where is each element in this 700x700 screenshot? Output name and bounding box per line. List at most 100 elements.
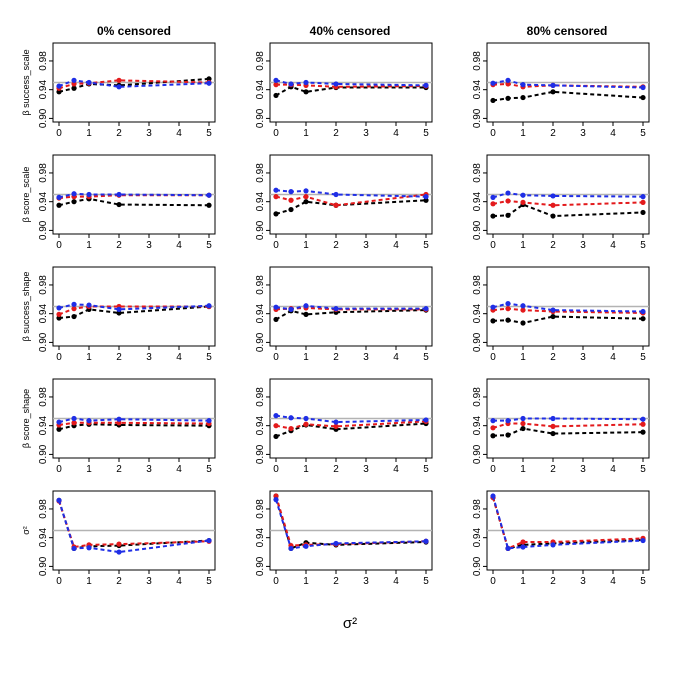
series-point-blue [273, 413, 279, 419]
y-tick-label: 0.90 [472, 444, 483, 464]
y-tick-label: 0.94 [472, 416, 483, 436]
x-tick-label: 0 [490, 576, 496, 587]
y-tick-label: 0.90 [38, 220, 49, 240]
y-tick-label: 0.90 [472, 220, 483, 240]
series-point-red [71, 420, 77, 426]
series-point-blue [303, 303, 309, 309]
x-tick-label: 1 [86, 576, 92, 587]
y-tick-label: 0.98 [472, 499, 483, 519]
series-point-black [550, 213, 556, 219]
series-point-blue [56, 305, 62, 311]
series-point-black [116, 310, 122, 316]
series-point-black [303, 199, 309, 205]
series-point-red [116, 77, 122, 83]
panel-c2-r0: 0 1 2 3 4 5 0.90 0.94 0.98 [472, 42, 650, 139]
series-line-black [275, 85, 426, 97]
series-point-blue [520, 415, 526, 422]
series-point-black [640, 316, 646, 322]
series-line-black [275, 309, 427, 321]
x-tick-label: 5 [423, 240, 429, 251]
row-label: β score_shape [21, 389, 31, 448]
x-tick-label: 2 [333, 352, 339, 363]
series-line-red [275, 495, 427, 547]
series-point-blue [86, 79, 92, 86]
y-tick-label: 0.94 [255, 416, 266, 436]
series-point-black [56, 315, 62, 321]
series-point-blue [206, 418, 212, 424]
series-point-black [490, 433, 496, 439]
x-tick-label: 5 [640, 128, 646, 139]
series-point-black [550, 313, 556, 320]
x-tick-label: 0 [490, 352, 496, 363]
x-tick-label: 5 [640, 576, 646, 587]
series-point-blue [520, 192, 526, 198]
x-tick-label: 2 [116, 352, 122, 363]
series-point-blue [423, 82, 429, 88]
series-point-black [56, 202, 62, 208]
y-tick-label: 0.98 [38, 499, 49, 519]
series-point-red [273, 82, 279, 88]
x-tick-label: 0 [273, 240, 279, 251]
x-tick-label: 5 [206, 576, 212, 587]
column-title-1: 40% censored [310, 24, 391, 38]
x-tick-label: 2 [550, 352, 556, 363]
y-tick-label: 0.98 [472, 51, 483, 71]
series-line-red [492, 497, 644, 550]
series-point-red [56, 311, 62, 317]
x-tick-label: 1 [86, 352, 92, 363]
y-tick-label: 0.90 [255, 556, 266, 576]
x-tick-label: 1 [520, 128, 526, 139]
series-point-red [505, 198, 511, 204]
series-point-red [550, 423, 556, 429]
x-tick-label: 2 [550, 464, 556, 475]
x-tick-label: 4 [393, 576, 399, 587]
series-point-black [640, 429, 646, 435]
series-point-black [640, 94, 646, 101]
series-point-blue [490, 194, 496, 200]
series-point-red [505, 306, 511, 312]
series-point-red [490, 201, 496, 207]
series-point-blue [423, 417, 429, 423]
series-point-black [273, 316, 279, 323]
y-tick-label: 0.90 [255, 108, 266, 128]
series-point-blue [56, 194, 62, 200]
x-tick-label: 3 [580, 128, 586, 139]
x-tick-label: 5 [423, 576, 429, 587]
y-tick-label: 0.94 [472, 80, 483, 100]
y-tick-label: 0.94 [38, 528, 49, 548]
x-tick-label: 2 [333, 240, 339, 251]
panel-c2-r2: 0 1 2 3 4 5 0.90 0.94 0.98 [472, 266, 650, 363]
series-point-red [116, 541, 122, 547]
series-point-blue [116, 84, 122, 90]
y-tick-label: 0.90 [255, 444, 266, 464]
series-line-black [58, 197, 210, 207]
series-point-black [520, 94, 526, 101]
series-point-blue [206, 537, 212, 544]
series-point-red [288, 425, 294, 432]
column-title-0: 0% censored [97, 24, 171, 38]
y-tick-label: 0.98 [472, 275, 483, 295]
series-point-blue [206, 80, 212, 86]
series-point-blue [71, 301, 77, 307]
series-point-blue [505, 77, 511, 83]
x-tick-label: 0 [490, 128, 496, 139]
series-point-red [288, 197, 294, 203]
series-point-red [273, 423, 279, 429]
x-tick-label: 1 [86, 240, 92, 251]
series-point-blue [116, 549, 122, 555]
series-point-black [273, 92, 279, 99]
x-tick-label: 5 [423, 464, 429, 475]
y-tick-label: 0.94 [472, 528, 483, 548]
series-point-blue [333, 540, 339, 547]
series-point-black [490, 97, 496, 104]
y-tick-label: 0.94 [472, 192, 483, 212]
x-tick-label: 5 [206, 352, 212, 363]
series-point-blue [550, 307, 556, 313]
y-tick-label: 0.94 [255, 304, 266, 324]
series-point-blue [71, 77, 77, 83]
x-tick-label: 5 [640, 464, 646, 475]
x-tick-label: 1 [520, 464, 526, 475]
series-point-red [640, 199, 646, 205]
series-line-red [58, 500, 210, 549]
